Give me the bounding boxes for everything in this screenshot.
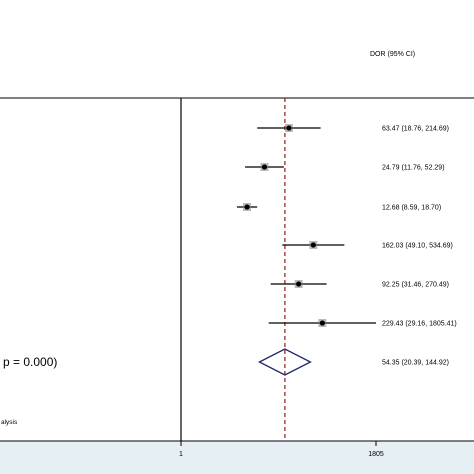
study-point — [286, 125, 292, 131]
study-point — [310, 242, 316, 248]
x-tick-label: 1805 — [368, 451, 384, 458]
footnote-text: alysis — [1, 419, 18, 426]
study-estimate-label: 63.47 (18.76, 214.69) — [382, 126, 449, 133]
study-point — [296, 281, 302, 287]
pooled-diamond — [257, 348, 312, 376]
chart-marks: 63.47 (18.76, 214.69) 24.79 (11.76, 52.29… — [179, 98, 457, 458]
study-estimate-label: 92.25 (31.46, 270.49) — [382, 282, 449, 289]
axis-band — [0, 441, 474, 474]
study-point — [319, 320, 325, 326]
x-tick-label: 1 — [179, 451, 183, 458]
study-point — [244, 204, 250, 210]
heterogeneity-text: p = 0.000) — [3, 355, 57, 369]
pooled-estimate-label: 54.35 (20.39, 144.92) — [382, 360, 449, 367]
study-estimate-label: 162.03 (49.10, 534.69) — [382, 243, 453, 250]
study-point — [261, 164, 268, 170]
study-estimate-label: 24.79 (11.76, 52.29) — [382, 165, 445, 172]
study-estimate-label: 229.43 (29.16, 1805.41) — [382, 321, 457, 328]
dor-column-header: DOR (95% CI) — [370, 51, 415, 58]
study-estimate-label: 12.68 (8.59, 18.70) — [382, 205, 441, 212]
